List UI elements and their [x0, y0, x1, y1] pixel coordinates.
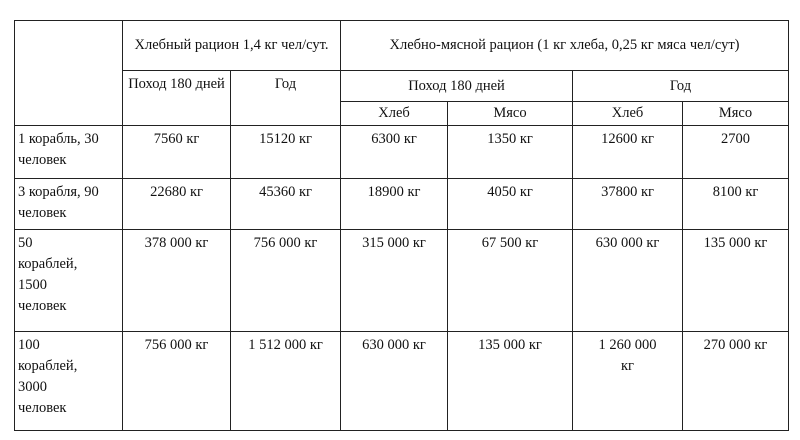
cell: 4050 кг — [447, 178, 573, 230]
header-meat-year: Мясо — [682, 101, 789, 126]
cell: 1 260 000 кг — [572, 331, 683, 431]
header-march: Поход 180 дней — [122, 70, 231, 126]
cell: 6300 кг — [340, 125, 448, 179]
provisions-table: Хлебный рацион 1,4 кг чел/сут. Хлебно-мя… — [14, 20, 789, 431]
cell: 7560 кг — [122, 125, 231, 179]
cell: 270 000 кг — [682, 331, 789, 431]
row-label: 1 корабль, 30 человек — [14, 125, 123, 179]
cell: 630 000 кг — [572, 229, 683, 332]
cell: 2700 — [682, 125, 789, 179]
cell: 756 000 кг — [122, 331, 231, 431]
cell: 135 000 кг — [447, 331, 573, 431]
header-march-mixed: Поход 180 дней — [340, 70, 573, 102]
header-bread-ration: Хлебный рацион 1,4 кг чел/сут. — [122, 20, 341, 71]
row-label: 100 кораблей, 3000 человек — [14, 331, 123, 431]
cell: 18900 кг — [340, 178, 448, 230]
header-bread: Хлеб — [340, 101, 448, 126]
cell: 756 000 кг — [230, 229, 341, 332]
cell: 1 512 000 кг — [230, 331, 341, 431]
cell: 22680 кг — [122, 178, 231, 230]
header-bread-year: Хлеб — [572, 101, 683, 126]
cell: 37800 кг — [572, 178, 683, 230]
header-meat: Мясо — [447, 101, 573, 126]
header-mixed-ration: Хлебно-мясной рацион (1 кг хлеба, 0,25 к… — [340, 20, 789, 71]
header-year: Год — [230, 70, 341, 126]
cell: 67 500 кг — [447, 229, 573, 332]
cell: 378 000 кг — [122, 229, 231, 332]
cell: 15120 кг — [230, 125, 341, 179]
cell: 8100 кг — [682, 178, 789, 230]
cell: 630 000 кг — [340, 331, 448, 431]
header-year-mixed: Год — [572, 70, 789, 102]
cell: 12600 кг — [572, 125, 683, 179]
corner-cell — [14, 20, 123, 126]
cell: 45360 кг — [230, 178, 341, 230]
row-label: 3 корабля, 90 человек — [14, 178, 123, 230]
table-row: 50 кораблей, 1500 человек 378 000 кг 756… — [14, 229, 789, 332]
cell: 315 000 кг — [340, 229, 448, 332]
cell: 135 000 кг — [682, 229, 789, 332]
table-row: 3 корабля, 90 человек 22680 кг 45360 кг … — [14, 178, 789, 230]
row-label: 50 кораблей, 1500 человек — [14, 229, 123, 332]
table-row: 100 кораблей, 3000 человек 756 000 кг 1 … — [14, 331, 789, 431]
cell: 1350 кг — [447, 125, 573, 179]
table-row: 1 корабль, 30 человек 7560 кг 15120 кг 6… — [14, 125, 789, 179]
